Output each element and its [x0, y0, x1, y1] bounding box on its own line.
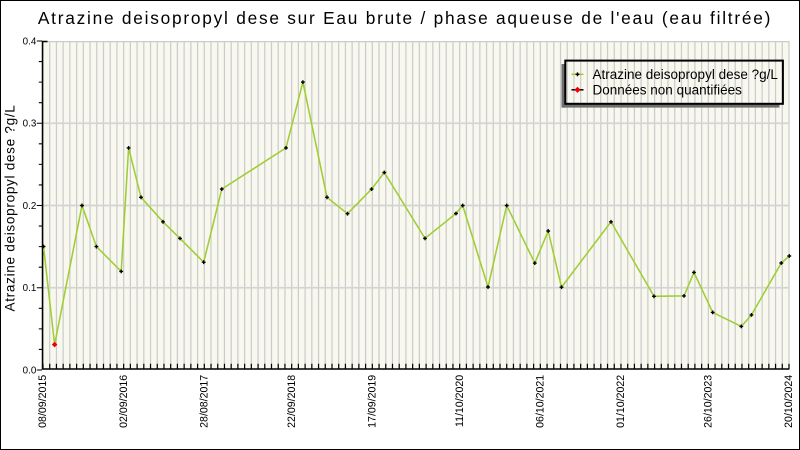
- svg-text:0.0: 0.0: [23, 365, 37, 376]
- svg-text:0.1: 0.1: [23, 283, 37, 294]
- svg-text:02/09/2016: 02/09/2016: [118, 375, 130, 428]
- svg-text:20/10/2024: 20/10/2024: [783, 375, 795, 428]
- svg-text:0.3: 0.3: [23, 119, 37, 130]
- svg-text:08/09/2015: 08/09/2015: [37, 375, 49, 428]
- svg-text:Atrazine deisopropyl dese ?g/L: Atrazine deisopropyl dese ?g/L: [593, 67, 779, 82]
- svg-text:26/10/2023: 26/10/2023: [703, 375, 715, 428]
- svg-text:0.2: 0.2: [23, 201, 37, 212]
- svg-text:28/08/2017: 28/08/2017: [199, 375, 211, 428]
- svg-text:22/09/2018: 22/09/2018: [286, 375, 298, 428]
- svg-text:Atrazine deisopropyl dese sur: Atrazine deisopropyl dese sur Eau brute …: [38, 8, 772, 28]
- svg-text:06/10/2021: 06/10/2021: [535, 375, 547, 428]
- svg-text:17/09/2019: 17/09/2019: [367, 375, 379, 428]
- svg-text:Données non quantifiées: Données non quantifiées: [593, 82, 743, 97]
- svg-text:01/10/2022: 01/10/2022: [615, 375, 627, 428]
- svg-text:11/10/2020: 11/10/2020: [454, 375, 466, 427]
- svg-text:0.4: 0.4: [23, 36, 37, 47]
- svg-text:Atrazine deisopropyl dese ?g/L: Atrazine deisopropyl dese ?g/L: [3, 104, 18, 311]
